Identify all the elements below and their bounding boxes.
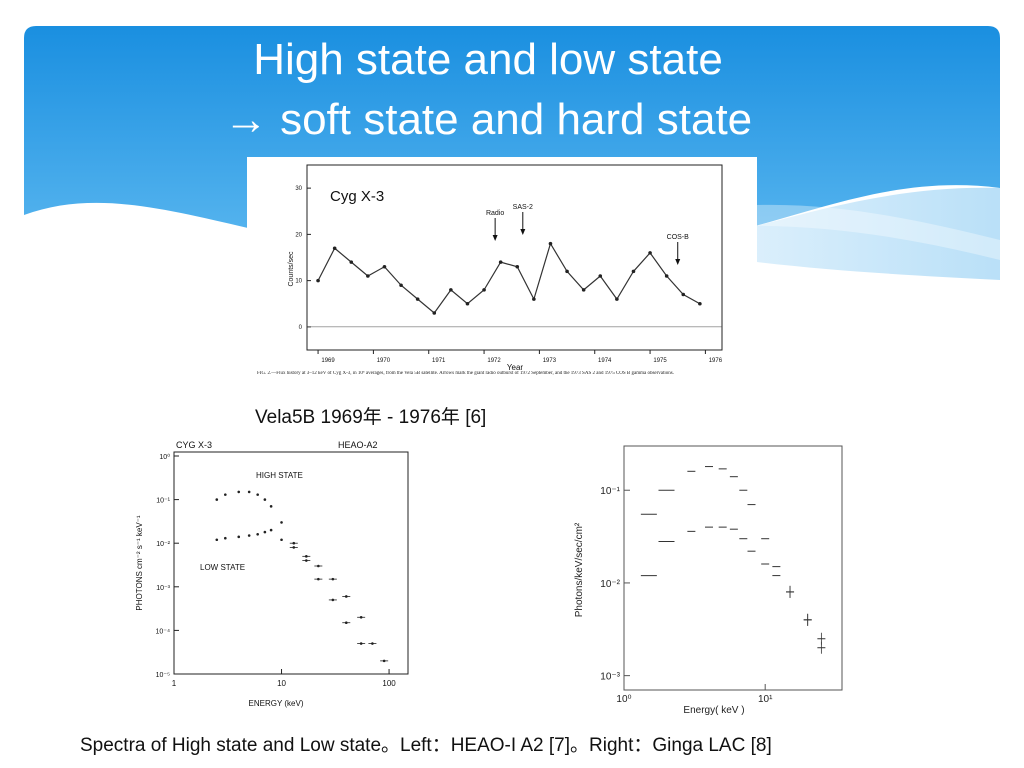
chart2-title: CYG X-3 [176,440,212,450]
chart1-y-tick-label: 0 [299,325,303,331]
chart2-x-tick-label: 100 [382,679,396,688]
caption-bottom: Spectra of High state and Low state。Left… [80,735,772,756]
chart2-instrument: HEAO-A2 [338,440,378,450]
chart1-x-tick-label: 1973 [543,358,557,364]
chart1-data-point [482,288,486,292]
chart2-data-point [247,490,251,494]
chart1-data-point [698,301,702,306]
chart1-x-tick-label: 1974 [598,358,612,364]
chart1-x-tick-label: 1969 [321,358,335,364]
chart1-annotation-arrowhead [675,259,681,265]
chart2-data-point [269,528,273,532]
heao-a2-spectra-chart: CYG X-3 HEAO-A2 PHOTONS cm⁻² s⁻¹ keV⁻¹ E… [135,440,409,708]
chart2-y-tick-label: 10⁻⁵ [156,672,170,679]
chart1-annotation-label: COS-B [667,234,690,241]
chart1-annotation-arrowhead [492,235,498,241]
chart1-data-point [515,264,520,269]
slide-title: High state and low state → soft state an… [0,30,976,150]
chart2-y-tick-label: 10⁻⁴ [156,628,171,635]
chart1-x-tick-label: 1970 [377,358,391,364]
chart2-data-point [215,498,219,501]
vela5b-light-curve-chart: Cyg X-3 Counts/sec Year 1969 1970 1971 1972… [247,157,757,387]
chart3-y-tick-label: 10⁻³ [600,672,620,683]
caption-top: Vela5B 1969年 - 1976年 [6] [255,407,487,428]
title-line-2: → soft state and hard state [223,95,753,144]
chart1-data-point [382,264,387,269]
chart1-data-point [648,251,652,255]
chart2-y-tick-label: 10⁻³ [156,585,170,592]
chart3-x-tick-label: 10⁰ [616,694,631,705]
chart2-y-tick-label: 10⁰ [159,453,170,461]
chart1-data-point [366,274,370,278]
chart1-figure-caption: FIG. 2.—Flux history at 3–12 keV of Cyg … [257,371,674,376]
chart1-data-point [581,288,586,292]
chart1-data-point [532,297,536,301]
chart1-x-tick-label: 1976 [709,358,723,364]
chart1-title: Cyg X-3 [330,188,384,205]
chart2-data-point [224,536,227,540]
chart1-data-point [349,260,354,264]
chart3-y-tick-label: 10⁻¹ [600,486,620,497]
chart3-x-tick-label: 10¹ [758,694,773,705]
chart2-x-tick-label: 10 [277,679,286,688]
chart2-data-point [224,493,227,496]
chart1-y-tick-label: 10 [295,279,302,285]
chart1-x-tick-label: 1971 [432,358,446,364]
chart1-data-point [681,292,686,297]
chart1-data-point [598,274,603,278]
title-line-1: High state and low state [253,35,723,84]
chart1-data-point [631,269,636,274]
chart1-background [247,157,757,387]
chart2-data-point [280,538,283,542]
chart2-data-point [263,530,267,534]
chart1-x-tick-label: 1975 [653,358,667,364]
chart1-data-point [432,311,437,315]
chart3-xlabel: Energy( keV ) [683,705,744,716]
chart2-y-tick-label: 10⁻² [156,541,170,548]
chart2-y-tick-label: 10⁻¹ [156,498,170,505]
chart1-ylabel: Counts/sec [288,251,295,287]
chart2-x-tick-label: 1 [172,679,177,688]
chart2-data-point [269,505,273,508]
chart1-y-tick-label: 30 [295,186,302,192]
chart2-data-point [256,533,259,536]
chart1-data-point [615,297,619,301]
chart2-data-point [237,490,241,494]
chart2-ylabel: PHOTONS cm⁻² s⁻¹ keV⁻¹ [135,515,144,611]
chart1-data-point [498,260,503,264]
chart2-low-state-label: LOW STATE [200,563,245,572]
chart3-ylabel: Photons/keV/sec/cm² [574,522,585,617]
chart1-xlabel: Year [507,363,524,372]
chart1-x-tick-label: 1972 [487,358,501,364]
chart1-data-point [664,274,669,278]
chart1-annotation-label: Radio [486,210,504,217]
chart2-data-point [263,498,267,501]
chart2-high-state-label: HIGH STATE [256,471,303,480]
chart1-data-point [332,246,337,251]
chart2-data-point [215,538,219,542]
chart2-data-point [256,493,259,496]
chart1-data-point [415,297,420,301]
chart1-data-point [449,288,453,292]
chart1-data-point [548,241,553,246]
chart2-data-point [247,534,251,537]
chart1-data-point [399,283,403,288]
chart1-annotation-arrowhead [520,229,526,235]
chart3-frame [623,445,843,691]
chart1-data-point [565,269,569,274]
chart2-data-point [280,521,283,524]
chart1-annotation-label: SAS-2 [513,204,533,211]
chart1-data-point [465,301,470,306]
chart1-frame [306,164,723,351]
chart1-data-point [316,278,320,283]
chart2-frame [173,451,409,675]
chart1-y-tick-label: 20 [295,232,302,238]
ginga-lac-spectra-chart: Photons/keV/sec/cm² Energy( keV ) 10⁰ 10¹… [574,445,843,716]
chart2-data-point [237,535,241,539]
chart3-y-tick-label: 10⁻² [600,579,620,590]
chart1-series-line [317,242,701,314]
chart2-xlabel: ENERGY (keV) [249,699,304,708]
